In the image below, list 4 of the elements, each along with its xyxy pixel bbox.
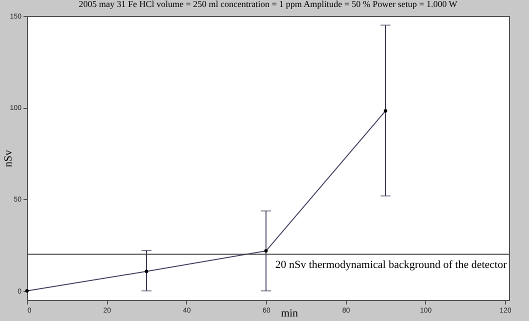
y-axis-title: nSv (2, 149, 14, 168)
chart-title: 2005 may 31 Fe HCl volume = 250 ml concentration = 1 ppm Amplitude = 50 % Power setup = 1.000 W (78, 0, 458, 9)
x-axis-title: min (280, 308, 299, 320)
ref-line-label: 20 nSv thermodynamical background of the detector (275, 259, 508, 272)
